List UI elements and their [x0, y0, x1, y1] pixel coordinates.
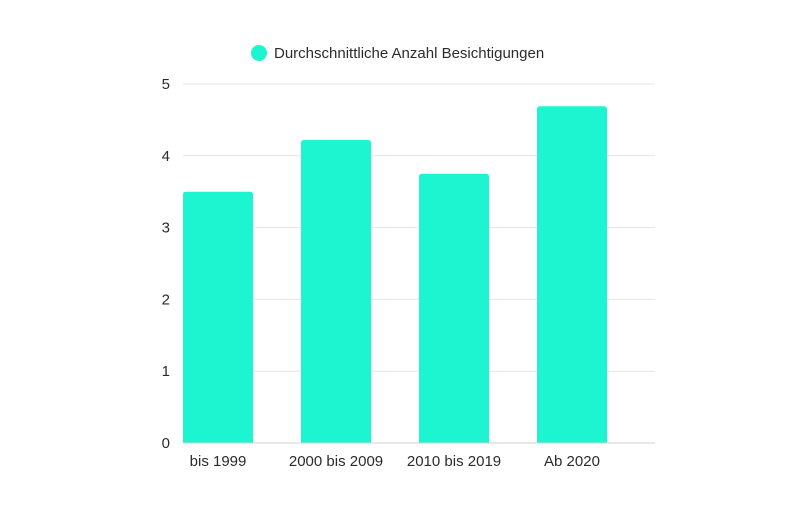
y-tick-label: 1	[162, 363, 170, 380]
bars	[183, 106, 607, 444]
y-tick-label: 2	[162, 291, 170, 308]
bar-bis-1999	[183, 191, 253, 443]
y-tick-label: 3	[162, 220, 170, 237]
x-category-label: 2010 bis 2019	[407, 453, 501, 470]
legend: Durchschnittliche Anzahl Besichtigungen	[251, 45, 544, 62]
x-category-label: Ab 2020	[544, 453, 600, 470]
y-tick-label: 0	[162, 435, 170, 452]
x-axis-categories: bis 1999 2000 bis 2009 2010 bis 2019 Ab 202…	[190, 453, 600, 470]
x-category-label: 2000 bis 2009	[289, 453, 383, 470]
bar-ab-2020	[537, 106, 607, 444]
bar-2010-bis-2019	[419, 173, 489, 443]
y-tick-label: 4	[162, 148, 170, 165]
legend-label: Durchschnittliche Anzahl Besichtigungen	[274, 45, 544, 62]
x-category-label: bis 1999	[190, 453, 247, 470]
y-tick-label: 5	[162, 76, 170, 93]
legend-swatch	[251, 45, 267, 61]
bar-2000-bis-2009	[301, 140, 371, 443]
y-axis-ticks: 0 1 2 3 4 5	[162, 76, 170, 452]
